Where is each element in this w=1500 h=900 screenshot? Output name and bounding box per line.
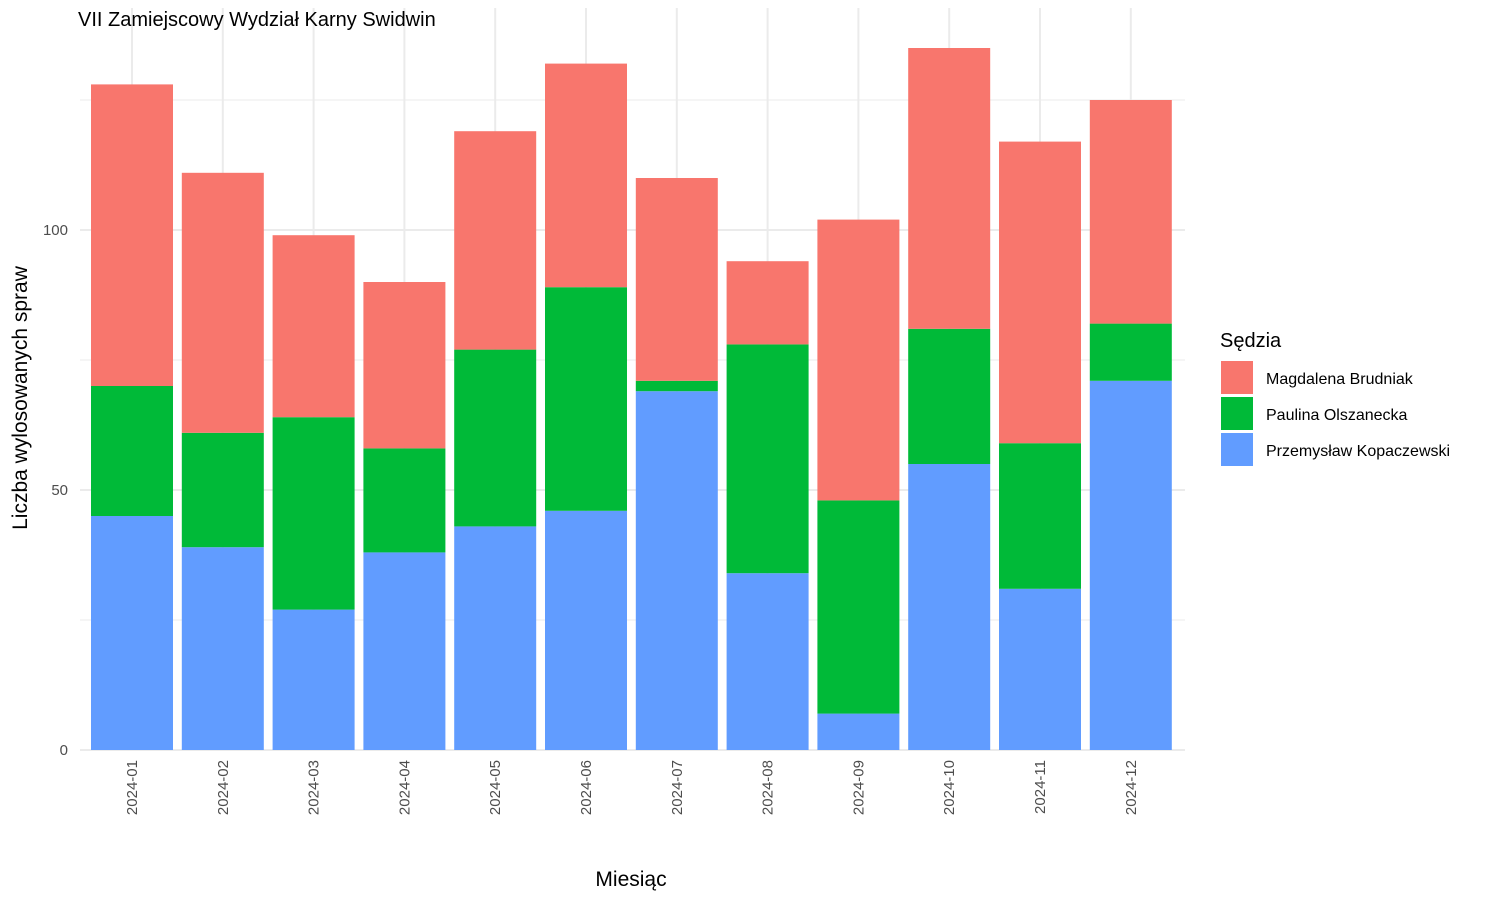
x-tick-label: 2024-10 — [941, 760, 958, 815]
bar-segment — [545, 63, 627, 288]
bar-segment — [817, 713, 900, 750]
bars — [91, 48, 1172, 750]
bar-segment — [726, 344, 809, 574]
x-tick-label: 2024-05 — [487, 760, 504, 815]
x-tick-label: 2024-11 — [1032, 760, 1049, 814]
x-tick-label: 2024-12 — [1123, 760, 1140, 815]
bar-segment — [726, 573, 809, 750]
bar-segment — [1089, 323, 1172, 381]
x-tick-label: 2024-02 — [215, 760, 232, 815]
bar-segment — [454, 526, 537, 750]
bar-segment — [272, 609, 355, 750]
legend-label: Magdalena Brudniak — [1266, 371, 1414, 388]
bar-segment — [635, 391, 718, 750]
bar-segment — [181, 172, 264, 433]
bar-segment — [363, 552, 446, 750]
bar-segment — [91, 386, 173, 516]
bar-segment — [908, 328, 991, 464]
bar-segment — [999, 141, 1081, 444]
bar-segment — [817, 219, 900, 501]
bar-segment — [999, 588, 1081, 750]
y-axis-ticks: 0 50 100 — [43, 222, 68, 759]
legend-label: Paulina Olszanecka — [1266, 407, 1408, 424]
chart-title: VII Zamiejscowy Wydział Karny Swidwin — [78, 9, 436, 31]
bar-segment — [181, 547, 264, 750]
x-axis-ticks: 2024-01 2024-02 2024-03 2024-04 2024-05 2024-… — [124, 760, 1140, 815]
bar-segment — [545, 510, 627, 750]
legend-title: Sędzia — [1220, 330, 1282, 352]
x-tick-label: 2024-09 — [850, 760, 867, 815]
x-tick-label: 2024-06 — [578, 760, 595, 815]
legend-key — [1221, 397, 1253, 430]
bar-segment — [454, 131, 537, 350]
legend-label: Przemysław Kopaczewski — [1266, 443, 1450, 460]
bar-segment — [545, 287, 627, 511]
x-tick-label: 2024-04 — [396, 760, 413, 815]
bar-segment — [181, 432, 264, 548]
y-axis-title: Liczba wylosowanych spraw — [9, 265, 32, 530]
legend-key — [1221, 433, 1253, 466]
bar-segment — [1089, 100, 1172, 324]
bar-segment — [91, 84, 173, 387]
y-tick-label: 50 — [51, 482, 68, 499]
bar-segment — [91, 516, 173, 750]
bar-segment — [908, 48, 991, 329]
bar-segment — [1089, 380, 1172, 750]
bar-segment — [908, 464, 991, 750]
bar-segment — [363, 282, 446, 449]
x-tick-label: 2024-07 — [669, 760, 686, 815]
bar-segment — [272, 417, 355, 610]
bar-segment — [999, 443, 1081, 589]
x-tick-label: 2024-03 — [306, 760, 323, 815]
bar-segment — [635, 380, 718, 392]
bar-segment — [272, 235, 355, 418]
legend-key — [1221, 361, 1253, 394]
x-tick-label: 2024-08 — [760, 760, 777, 815]
bar-segment — [363, 448, 446, 553]
bar-segment — [817, 500, 900, 714]
y-tick-label: 0 — [60, 742, 68, 759]
bar-segment — [726, 261, 809, 345]
x-tick-label: 2024-01 — [124, 760, 141, 815]
bar-segment — [635, 178, 718, 381]
legend: Sędzia Magdalena Brudniak Paulina Olszane… — [1220, 330, 1450, 466]
y-tick-label: 100 — [43, 222, 68, 239]
bar-segment — [454, 349, 537, 527]
x-axis-title: Miesiąc — [595, 868, 666, 891]
